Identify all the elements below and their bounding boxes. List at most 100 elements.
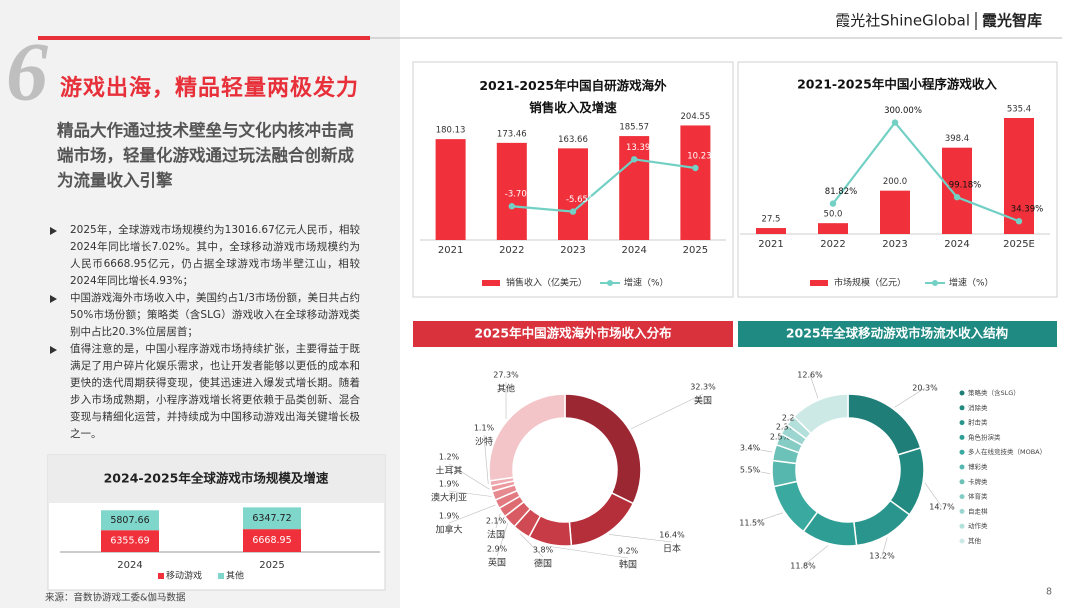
data-label: 300.00%	[884, 106, 922, 116]
leader-line	[483, 434, 489, 484]
legend-swatch	[482, 280, 500, 286]
line-point	[829, 200, 837, 207]
leader-line	[924, 482, 943, 508]
donut-slice	[847, 393, 922, 456]
leader-line	[549, 546, 629, 559]
legend-swatch	[810, 280, 828, 286]
donut-slice	[771, 459, 799, 488]
data-label: 27.3%	[493, 371, 519, 380]
legend-swatch	[959, 523, 965, 529]
leader-line	[448, 463, 490, 490]
chart-title: 2024-2025年全球游戏市场规模及增速	[104, 471, 329, 486]
legend-label: 自走棋	[968, 506, 988, 515]
bullet: 2025年，全球游戏市场规模约为13016.67亿元人民币，相较2024年同比增…	[48, 222, 360, 290]
bar	[496, 142, 527, 240]
leader-line	[809, 374, 819, 399]
data-label: 27.5	[762, 215, 781, 225]
bar	[1004, 117, 1034, 234]
slice-label: 英国	[488, 557, 506, 569]
source: 来源：音数协游戏工委&伽马数据	[45, 592, 186, 604]
section-number: 6	[6, 25, 48, 118]
data-label: 6668.95	[252, 535, 291, 546]
legend-label: 移动游戏	[166, 570, 202, 582]
slice-label: 沙特	[475, 436, 493, 448]
legend-swatch	[959, 420, 965, 426]
legend-swatch	[959, 405, 965, 411]
data-label: 13.2%	[869, 552, 895, 561]
data-label: 180.13	[436, 126, 466, 136]
data-label: 14.7%	[929, 503, 955, 512]
donut-slice	[792, 393, 849, 435]
data-label: 6347.72	[252, 513, 291, 524]
data-label: 2.5%	[770, 433, 791, 442]
line-point	[891, 119, 899, 126]
x-tick-label: 2022	[820, 239, 845, 250]
data-label: 204.55	[681, 112, 711, 122]
bar	[818, 223, 848, 234]
data-label: 1.9%	[439, 480, 460, 489]
legend-label: 体育类	[968, 492, 988, 501]
x-tick-label: 2023	[882, 239, 907, 250]
data-label: 535.4	[1007, 104, 1031, 114]
x-tick-label: 2023	[560, 245, 585, 256]
data-label: 1.2%	[439, 453, 460, 462]
slice-label: 澳大利亚	[431, 492, 467, 504]
x-tick-label: 2025	[259, 560, 284, 571]
data-label: 2.2%	[782, 414, 803, 423]
chart-header	[48, 455, 385, 503]
chart-title: 2021-2025年中国小程序游戏收入	[797, 77, 997, 92]
data-label: 185.57	[619, 123, 649, 133]
think-tank: 霞光智库	[982, 12, 1042, 30]
data-label: -5.65%	[566, 195, 596, 205]
line	[832, 120, 1020, 223]
bar-segment	[243, 529, 301, 552]
line-point	[569, 208, 577, 215]
donut-slice	[564, 393, 642, 505]
x-tick-label: 2021	[438, 245, 463, 256]
chart-title: 2025年中国游戏海外市场收入分布	[474, 326, 672, 341]
leader-line	[496, 522, 509, 557]
legend-swatch	[959, 538, 965, 544]
legend-swatch	[959, 494, 965, 500]
line-point	[631, 156, 638, 163]
bullet-arrow	[50, 346, 57, 354]
line-point	[508, 203, 515, 210]
legend-label: 博彩类	[968, 462, 988, 471]
legend-label: 增速（%）	[949, 277, 994, 289]
leader-line	[802, 545, 829, 567]
x-tick-label: 2024	[117, 560, 142, 571]
chart-header	[738, 321, 1057, 347]
legend-swatch	[218, 573, 224, 579]
leader-line	[749, 447, 773, 453]
slice-label: 日本	[663, 543, 681, 555]
bar	[619, 136, 650, 240]
legend-label: 多人在线竞技类（MOBA）	[968, 447, 1046, 456]
chart-header	[413, 321, 733, 347]
slice-label: 美国	[694, 395, 712, 407]
data-label: 11.8%	[790, 562, 816, 571]
x-tick-label: 2024	[944, 239, 969, 250]
legend-label: 角色扮演类	[968, 432, 1001, 441]
legend-swatch	[959, 479, 965, 485]
legend-label: 销售收入（亿美元）	[506, 277, 587, 289]
data-label: 32.3%	[690, 383, 716, 392]
chart-box	[737, 61, 1058, 298]
data-label: 50.0	[824, 210, 843, 220]
leader-line	[495, 513, 501, 529]
legend-swatch	[158, 573, 164, 579]
data-label: 398.4	[945, 134, 969, 144]
bar-segment	[243, 507, 301, 530]
donut-slice	[488, 393, 566, 482]
page-number: 8	[1046, 587, 1052, 598]
legend-label: 其他	[226, 570, 244, 582]
slice-label: 韩国	[619, 559, 637, 571]
donut-slice	[568, 491, 635, 547]
brand: 霞光社ShineGlobal	[835, 12, 970, 30]
legend-swatch	[932, 280, 938, 286]
leader-line	[519, 533, 544, 558]
bar	[756, 228, 786, 234]
leader-line	[788, 417, 793, 420]
legend-swatch	[959, 390, 965, 396]
slice-label: 法国	[487, 529, 505, 541]
